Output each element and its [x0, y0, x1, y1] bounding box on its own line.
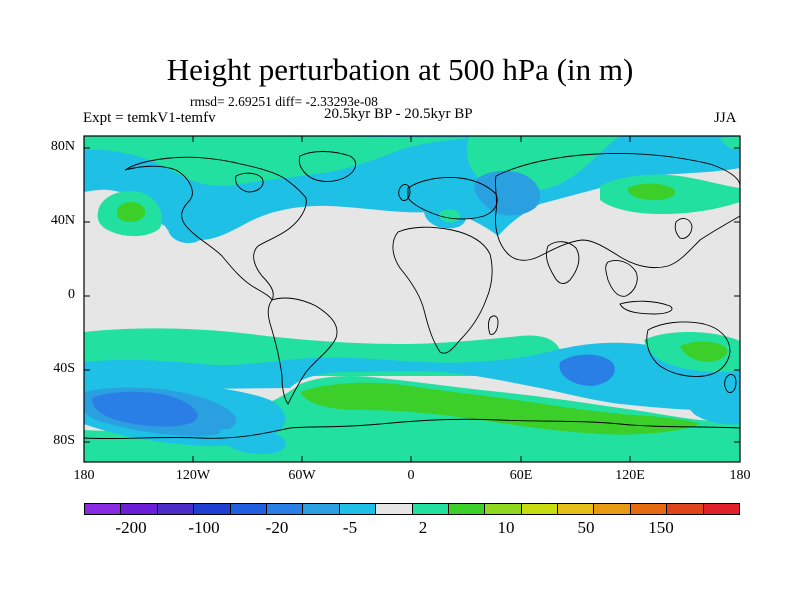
- colorbar-swatch: [667, 504, 704, 514]
- coastline-japan: [674, 218, 693, 239]
- longitude-label: 60E: [509, 468, 533, 483]
- coastline-australia: [646, 321, 731, 377]
- coastline-greenland: [298, 151, 357, 182]
- coastline-south-america: [267, 297, 338, 405]
- coastline-southeast-asia: [605, 260, 638, 297]
- map-frame: [83, 135, 741, 463]
- latitude-label: 40S: [53, 361, 75, 376]
- coastline-africa: [392, 226, 493, 354]
- contour-deepblue-south-atlantic: [559, 354, 615, 386]
- coastline-north-america: [124, 156, 307, 302]
- plot-title: Height perturbation at 500 hPa (in m): [166, 52, 634, 87]
- coastline-asia: [494, 153, 740, 269]
- contour-green-southern-ocean: [300, 382, 700, 435]
- colorbar-label: -5: [342, 518, 358, 537]
- colorbar-swatch: [85, 504, 122, 514]
- colorbar: [84, 503, 740, 515]
- longitude-label: 0: [407, 468, 415, 483]
- longitude-label: 180: [729, 468, 751, 483]
- contour-field: [84, 136, 740, 462]
- colorbar-swatch: [157, 504, 195, 514]
- coastline-india: [545, 241, 580, 284]
- contour-teal-siberia: [720, 136, 740, 150]
- colorbar-label: 150: [648, 518, 674, 537]
- colorbar-label: -200: [115, 518, 147, 537]
- contour-green-north-pacific: [116, 202, 146, 222]
- colorbar-swatch: [303, 504, 340, 514]
- longitude-label: 60W: [288, 468, 316, 483]
- colorbar-label: -100: [188, 518, 220, 537]
- axis-ticks: [83, 136, 741, 462]
- colorbar-label: 50: [577, 518, 595, 537]
- latitude-label: 80N: [50, 139, 75, 154]
- colorbar-label: 2: [418, 518, 428, 537]
- contour-cyan-drake: [220, 428, 286, 454]
- contour-blue-europe: [474, 170, 541, 216]
- coastline-madagascar: [488, 315, 499, 335]
- colorbar-swatch: [266, 504, 304, 514]
- longitude-label: 180: [73, 468, 95, 483]
- colorbar-label: -20: [265, 518, 289, 537]
- colorbar-swatch: [558, 504, 595, 514]
- colorbar-swatch: [485, 504, 522, 514]
- period-label: 20.5kyr BP - 20.5kyr BP: [324, 106, 473, 122]
- colorbar-swatch: [521, 504, 559, 514]
- colorbar-swatch: [703, 504, 740, 514]
- colorbar-swatch: [630, 504, 668, 514]
- colorbar-swatch: [376, 504, 413, 514]
- coastline-indonesia: [619, 300, 673, 315]
- colorbar-swatch: [448, 504, 486, 514]
- rmsd-stats: rmsd= 2.69251 diff= -2.33293e-08: [190, 94, 378, 109]
- contour-deepblue-south-pacific: [92, 391, 198, 427]
- latitude-label: 40N: [50, 213, 75, 228]
- coastline-new-zealand: [724, 374, 737, 393]
- colorbar-swatch: [412, 504, 449, 514]
- coastline-antarctica: [84, 418, 740, 440]
- longitude-label: 120E: [615, 468, 645, 483]
- coastline-hudson-bay: [235, 172, 264, 193]
- contour-green-asia: [627, 183, 676, 201]
- experiment-label: Expt = temkV1-temfv: [83, 110, 216, 126]
- colorbar-swatch: [339, 504, 377, 514]
- contour-cyan-south-indian: [686, 385, 740, 425]
- season-label: JJA: [714, 110, 737, 126]
- contour-green-australia: [680, 341, 728, 362]
- coastlines: [84, 151, 740, 440]
- latitude-label: 80S: [53, 433, 75, 448]
- longitude-label: 120W: [175, 468, 211, 483]
- coastline-europe: [407, 177, 498, 220]
- colorbar-swatch: [594, 504, 631, 514]
- coastline-british-isles: [398, 184, 411, 201]
- colorbar-swatch: [121, 504, 158, 514]
- latitude-label: 0: [68, 287, 75, 302]
- colorbar-swatch: [230, 504, 267, 514]
- colorbar-swatch: [194, 504, 231, 514]
- contour-cyan-north-america: [168, 208, 213, 244]
- colorbar-label: 10: [497, 518, 515, 537]
